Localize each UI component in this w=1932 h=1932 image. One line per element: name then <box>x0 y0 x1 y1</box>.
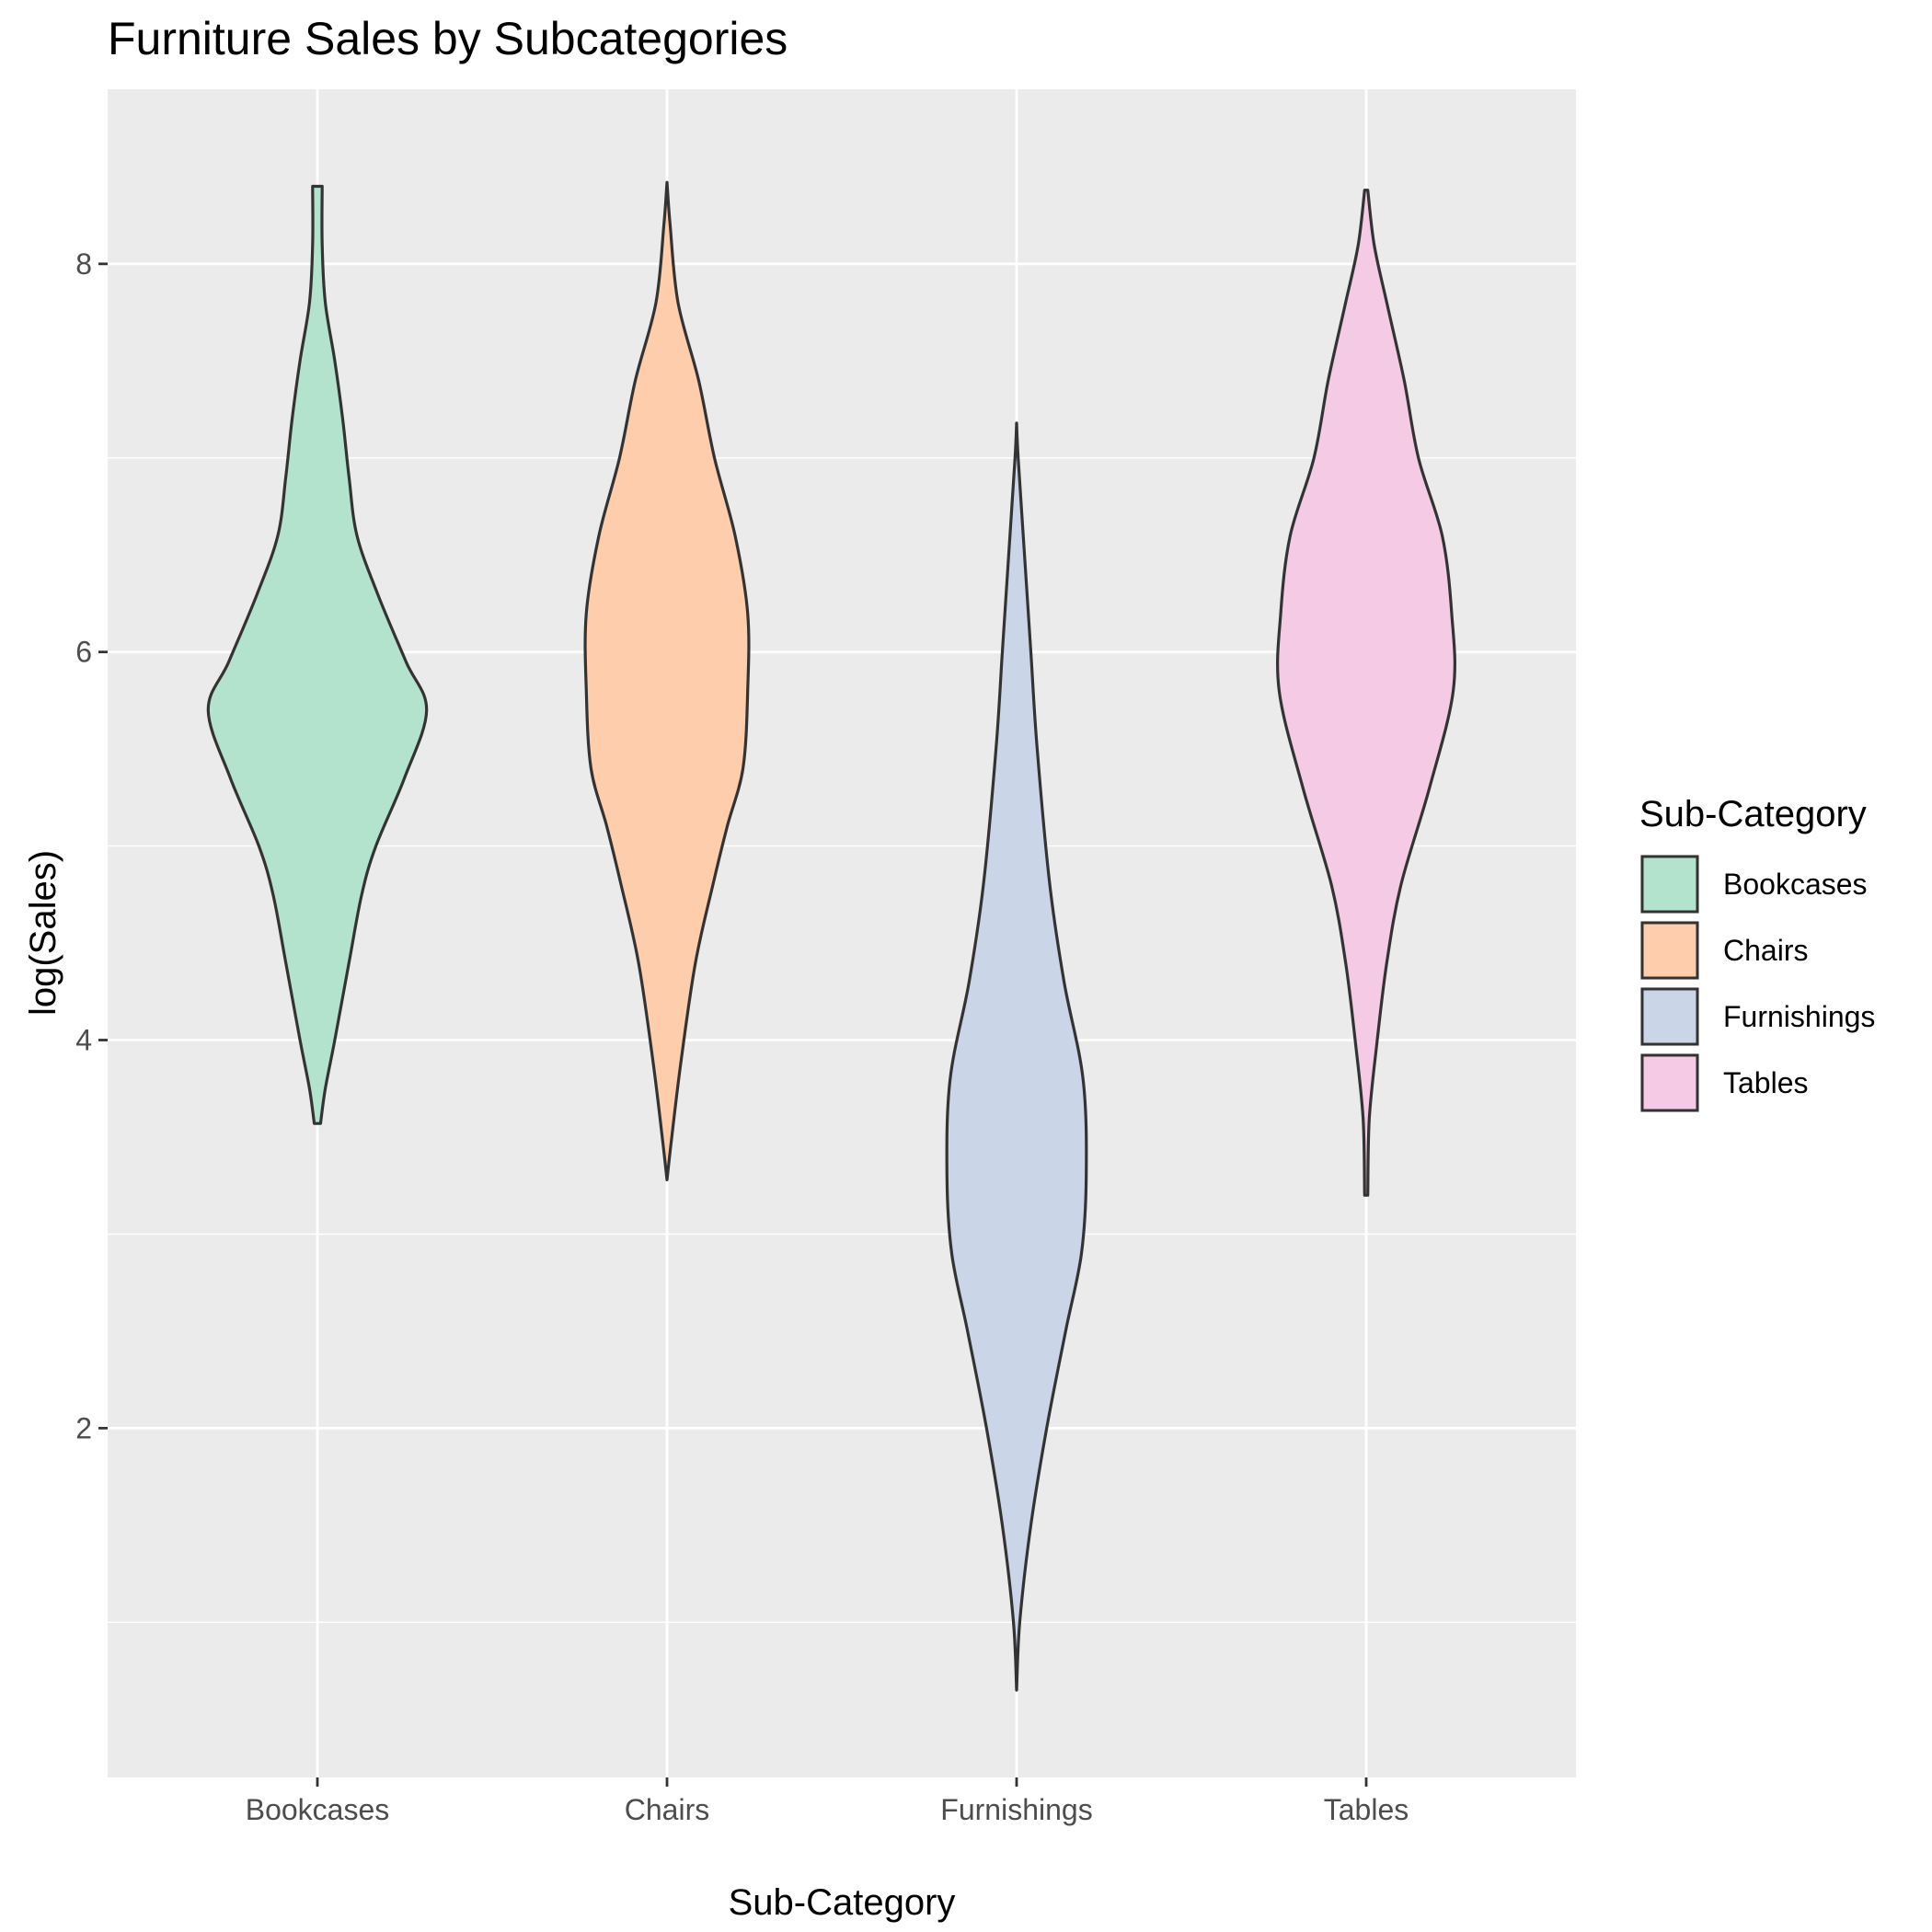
legend-label: Furnishings <box>1723 1000 1875 1033</box>
legend-title: Sub-Category <box>1639 794 1867 834</box>
legend-label: Bookcases <box>1723 868 1868 901</box>
violin-tables <box>1276 189 1456 1197</box>
legend-swatch <box>1640 1053 1699 1112</box>
x-axis: Bookcases Chairs Furnishings Tables <box>246 1777 1409 1826</box>
y-tick-label: 8 <box>75 247 92 281</box>
legend-swatch <box>1640 921 1699 980</box>
violin-furnishings <box>945 421 1088 1692</box>
legend-swatch <box>1640 987 1699 1046</box>
legend: Sub-Category Bookcases Chairs Furnishings T… <box>1639 794 1875 1112</box>
y-axis: 2 4 6 8 <box>75 247 108 1444</box>
chart-title: Furniture Sales by Subcategories <box>108 13 788 64</box>
legend-swatch <box>1640 855 1699 914</box>
x-axis-title: Sub-Category <box>729 1882 956 1923</box>
violin-bookcases <box>206 184 429 1125</box>
violin-chairs <box>583 180 751 1181</box>
x-tick-label: Bookcases <box>246 1793 390 1826</box>
x-tick-label: Chairs <box>625 1793 709 1826</box>
legend-label: Chairs <box>1723 934 1808 967</box>
violins <box>206 180 1456 1692</box>
y-tick-label: 4 <box>75 1024 92 1057</box>
x-tick-label: Furnishings <box>940 1793 1092 1826</box>
x-tick-label: Tables <box>1324 1793 1409 1826</box>
legend-label: Tables <box>1723 1066 1809 1099</box>
y-axis-title: log(Sales) <box>23 850 63 1016</box>
y-tick-label: 2 <box>75 1411 92 1444</box>
y-tick-label: 6 <box>75 636 92 669</box>
